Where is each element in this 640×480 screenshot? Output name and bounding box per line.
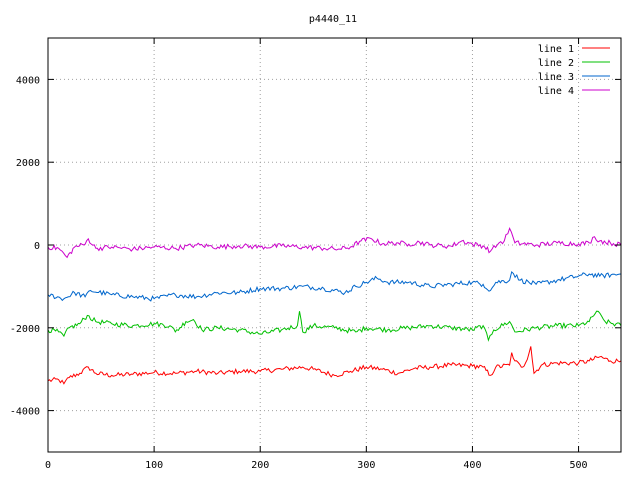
y-tick-label: 0 <box>34 241 40 252</box>
legend-label: line 4 <box>538 86 574 97</box>
legend-label: line 3 <box>538 72 574 83</box>
x-tick-label: 300 <box>357 460 375 471</box>
series-lines <box>47 227 622 385</box>
y-tick-label: -2000 <box>10 324 40 335</box>
series-line-2 <box>47 310 622 342</box>
series-line-4 <box>47 227 622 259</box>
x-tick-label: 100 <box>145 460 163 471</box>
chart-title: p4440_11 <box>309 14 357 25</box>
series-line-1 <box>47 346 622 385</box>
legend-label: line 2 <box>538 58 574 69</box>
y-tick-label: -4000 <box>10 407 40 418</box>
y-tick-label: 4000 <box>16 75 40 86</box>
x-tick-label: 400 <box>463 460 481 471</box>
x-tick-label: 200 <box>251 460 269 471</box>
y-tick-label: 2000 <box>16 158 40 169</box>
series-line-3 <box>47 270 622 302</box>
x-tick-label: 500 <box>570 460 588 471</box>
grid-lines <box>48 38 621 452</box>
plot-frame <box>47 37 622 453</box>
axis-ticks: 0 100 200 300 400 500 -4000 -2000 0 2000 4000 <box>10 38 621 471</box>
legend-label: line 1 <box>538 44 574 55</box>
x-tick-label: 0 <box>45 460 51 471</box>
legend: line 1 line 2 line 3 line 4 <box>538 44 610 97</box>
